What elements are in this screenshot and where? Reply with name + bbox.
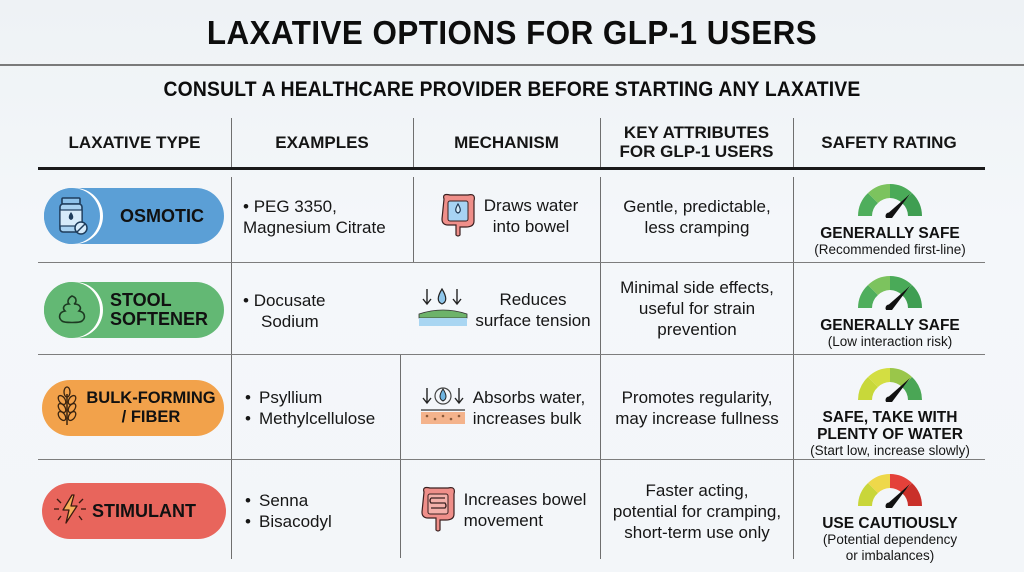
wheat-icon bbox=[56, 385, 78, 431]
type-label: STIMULANT bbox=[92, 500, 196, 521]
key-attributes-line1: KEY ATTRIBUTES bbox=[623, 123, 770, 142]
mechanism-cell: Increases bowel movement bbox=[406, 482, 598, 538]
mechanism-line: Increases bowel bbox=[463, 490, 587, 509]
example-item: Magnesium Citrate bbox=[243, 218, 386, 237]
attribute-line: useful for strain bbox=[638, 298, 756, 318]
row-divider bbox=[38, 262, 985, 263]
column-divider bbox=[231, 118, 232, 168]
attributes-cell: Gentle, predictable, less cramping bbox=[602, 190, 792, 244]
mechanism-line: movement bbox=[463, 511, 543, 530]
page-title: LAXATIVE OPTIONS FOR GLP-1 USERS bbox=[206, 14, 818, 51]
mechanism-cell: Absorbs water, increases bulk bbox=[406, 381, 598, 435]
attribute-line: Faster acting, bbox=[645, 480, 749, 500]
safety-gauge-icon bbox=[852, 176, 928, 223]
safety-note: (Potential dependency or imbalances) bbox=[822, 532, 958, 563]
attribute-line: short-term use only bbox=[624, 522, 770, 542]
type-label: BULK-FORMING / FIBER bbox=[86, 389, 216, 426]
surface-tension-icon bbox=[417, 287, 469, 334]
safety-label: USE CAUTIOUSLY bbox=[822, 515, 958, 532]
medicine-bottle-icon bbox=[44, 188, 100, 244]
example-item: Bisacodyl bbox=[243, 511, 332, 532]
header-rule bbox=[38, 167, 985, 170]
mechanism-cell: Draws water into bowel bbox=[418, 188, 598, 244]
attribute-line: may increase fullness bbox=[615, 409, 779, 428]
column-divider bbox=[413, 118, 414, 168]
attributes-cell: Faster acting, potential for cramping, s… bbox=[600, 478, 794, 544]
column-divider bbox=[400, 355, 401, 558]
safety-gauge-icon bbox=[852, 466, 928, 513]
attribute-line: Promotes regularity, bbox=[621, 388, 773, 407]
type-badge-stool-softener: STOOL SOFTENER bbox=[44, 282, 224, 338]
type-label: STOOL SOFTENER bbox=[110, 290, 209, 329]
column-divider bbox=[793, 177, 794, 559]
safety-note: (Low interaction risk) bbox=[827, 334, 953, 349]
key-attributes-line2: FOR GLP-1 USERS bbox=[619, 142, 774, 161]
example-item: Senna bbox=[243, 490, 332, 511]
attribute-line: Minimal side effects, bbox=[620, 277, 774, 297]
column-header-type: LAXATIVE TYPE bbox=[68, 132, 201, 152]
example-item: • Docusate bbox=[243, 291, 326, 310]
examples-cell: • Docusate Sodium bbox=[243, 284, 403, 338]
attributes-cell: Minimal side effects, useful for strain … bbox=[602, 272, 792, 344]
safety-label: GENERALLY SAFE bbox=[820, 317, 960, 334]
mechanism-line: Draws water bbox=[483, 196, 579, 215]
examples-cell: • PEG 3350, Magnesium Citrate bbox=[243, 190, 411, 244]
column-divider bbox=[600, 177, 601, 559]
mechanism-line: into bowel bbox=[492, 217, 570, 236]
attribute-line: less cramping bbox=[644, 218, 750, 237]
column-header-mechanism: MECHANISM bbox=[454, 132, 559, 152]
stool-icon bbox=[44, 282, 100, 338]
example-item: Psyllium bbox=[243, 387, 375, 408]
lightning-icon bbox=[52, 491, 88, 532]
attribute-line: potential for cramping, bbox=[612, 501, 782, 521]
title-divider bbox=[0, 64, 1024, 66]
safety-rating-cell: GENERALLY SAFE (Recommended first-line) bbox=[794, 176, 986, 258]
mechanism-cell: Reduces surface tension bbox=[410, 282, 598, 338]
attributes-cell: Promotes regularity, may increase fullne… bbox=[602, 381, 792, 435]
absorb-water-icon bbox=[419, 386, 467, 431]
page-subtitle: CONSULT A HEALTHCARE PROVIDER BEFORE STA… bbox=[163, 78, 861, 101]
column-divider bbox=[600, 118, 601, 168]
safety-gauge-icon bbox=[852, 268, 928, 315]
example-item: • PEG 3350, bbox=[243, 197, 337, 216]
column-divider bbox=[231, 177, 232, 559]
safety-rating-cell: USE CAUTIOUSLY (Potential dependency or … bbox=[794, 466, 986, 564]
examples-cell: Senna Bisacodyl bbox=[243, 484, 399, 538]
type-badge-bulk-forming: BULK-FORMING / FIBER bbox=[42, 380, 224, 436]
safety-rating-cell: GENERALLY SAFE (Low interaction risk) bbox=[794, 268, 986, 350]
type-label: OSMOTIC bbox=[120, 205, 204, 226]
row-divider bbox=[38, 459, 985, 460]
intestine-motion-icon bbox=[418, 484, 458, 537]
attribute-line: Gentle, predictable, bbox=[623, 197, 771, 216]
intestine-water-icon bbox=[438, 191, 478, 242]
examples-cell: Psyllium Methylcellulose bbox=[243, 381, 399, 435]
column-header-examples: EXAMPLES bbox=[275, 132, 369, 152]
column-header-key-attributes: KEY ATTRIBUTES FOR GLP-1 USERS bbox=[600, 118, 793, 166]
column-divider bbox=[413, 177, 414, 262]
safety-label: GENERALLY SAFE bbox=[820, 225, 960, 242]
mechanism-line: Reduces bbox=[499, 290, 567, 309]
type-badge-stimulant: STIMULANT bbox=[42, 483, 226, 539]
example-item: Methylcellulose bbox=[243, 408, 375, 429]
mechanism-line: Absorbs water, bbox=[472, 388, 586, 407]
attribute-line: prevention bbox=[657, 319, 737, 339]
mechanism-line: increases bulk bbox=[472, 409, 582, 428]
mechanism-line: surface tension bbox=[475, 311, 591, 330]
row-divider bbox=[38, 354, 985, 355]
safety-label: SAFE, TAKE WITH PLENTY OF WATER bbox=[817, 409, 963, 443]
example-item: Sodium bbox=[261, 312, 319, 331]
safety-gauge-icon bbox=[852, 360, 928, 407]
safety-note: (Start low, increase slowly) bbox=[810, 443, 970, 458]
column-divider bbox=[793, 118, 794, 168]
safety-rating-cell: SAFE, TAKE WITH PLENTY OF WATER (Start l… bbox=[794, 360, 986, 459]
safety-note: (Recommended first-line) bbox=[814, 242, 966, 257]
type-badge-osmotic: OSMOTIC bbox=[44, 188, 224, 244]
column-header-safety: SAFETY RATING bbox=[821, 132, 957, 152]
